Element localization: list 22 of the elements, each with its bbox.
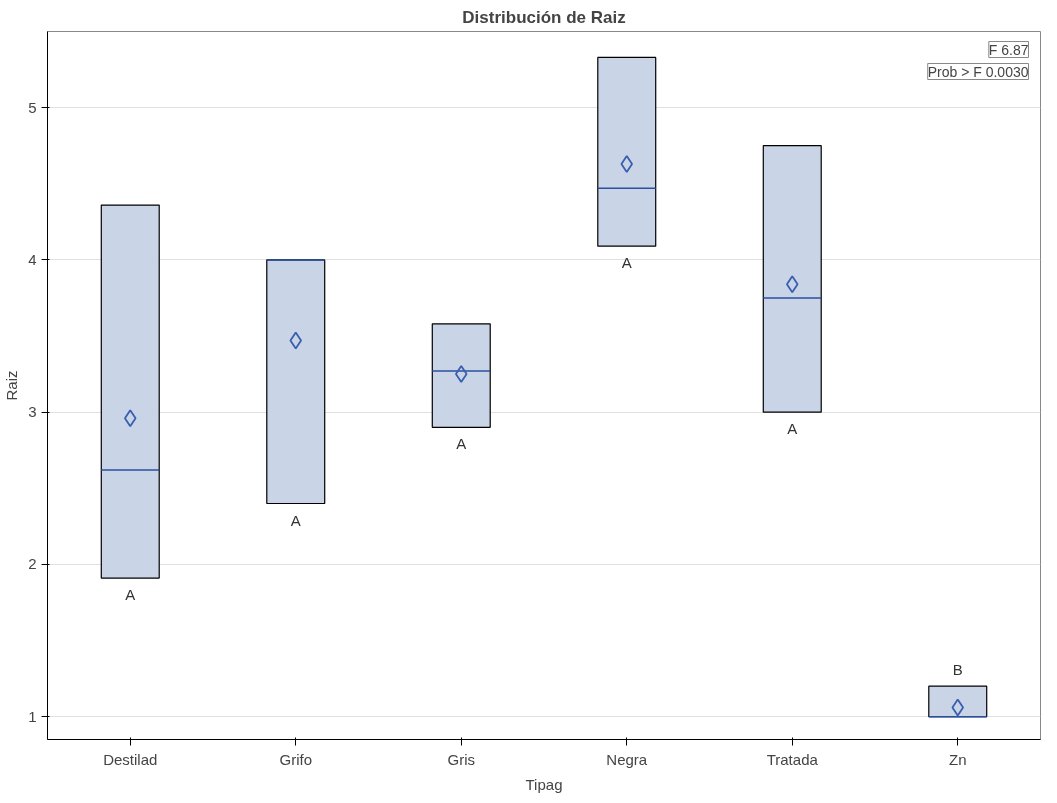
annotation: A xyxy=(290,511,301,529)
x-tick-label: Gris xyxy=(447,750,475,768)
annotation: Prob > F 0.0030 xyxy=(927,63,1029,80)
annotation: A xyxy=(621,254,632,272)
x-tick-label: Destilad xyxy=(103,750,158,768)
chart-title: Distribución de Raiz xyxy=(462,7,626,27)
x-tick-label: Negra xyxy=(606,750,648,768)
annotation: B xyxy=(952,661,963,679)
annotation: F 6.87 xyxy=(988,41,1029,58)
y-tick-label: 1 xyxy=(28,707,37,725)
annotation: A xyxy=(787,420,798,438)
y-tick-label: 4 xyxy=(28,250,37,268)
x-tick-label: Tratada xyxy=(766,750,819,768)
annotation: A xyxy=(125,586,136,604)
x-tick-label: Grifo xyxy=(279,750,313,768)
annotation: A xyxy=(456,435,467,453)
y-tick-label: 5 xyxy=(28,98,37,116)
y-tick-label: 3 xyxy=(28,403,37,421)
y-axis-title: Raiz xyxy=(3,370,21,401)
x-tick-label: Zn xyxy=(949,750,967,768)
y-tick-label: 2 xyxy=(28,555,37,573)
x-axis-title: Tipag xyxy=(525,775,563,793)
